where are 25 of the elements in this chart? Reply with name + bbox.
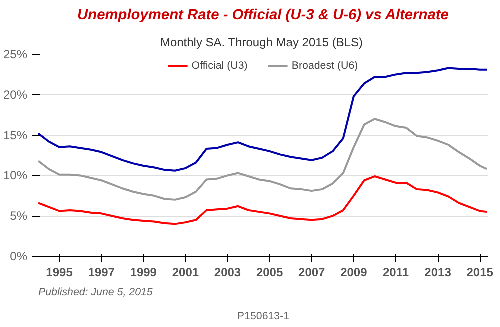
x-tick-label: 2005 (256, 266, 284, 280)
legend-label: Broadest (U6) (292, 60, 358, 72)
chart-subtitle: Monthly SA. Through May 2015 (BLS) (160, 36, 363, 50)
x-tick-label: 2003 (214, 266, 242, 280)
y-tick-label: 5% (10, 209, 28, 224)
x-tick-label: 2011 (382, 266, 410, 280)
text: P150613-1 (237, 310, 290, 322)
y-tick-label: 10% (3, 168, 28, 183)
chart-title: Unemployment Rate - Official (U-3 & U-6) vs Alternate (78, 8, 449, 24)
text: Published: June 5, 2015 (38, 286, 153, 298)
line-series (38, 118, 488, 201)
x-tick-label: 2007 (298, 266, 326, 280)
x-tick-label: 1995 (46, 266, 74, 280)
line-series (38, 176, 488, 226)
x-tick-label: 1999 (130, 266, 158, 280)
x-tick-label: 2013 (424, 266, 452, 280)
y-tick-label: 15% (3, 128, 28, 142)
legend-label: Official (U3) (192, 60, 248, 72)
y-tick-label: 25% (3, 48, 28, 62)
x-tick-label: 2015 (466, 266, 494, 280)
x-tick-label: 2009 (340, 266, 368, 280)
y-tick-label: 20% (3, 88, 28, 102)
x-tick-label: 1997 (88, 266, 116, 280)
y-tick-label: 0% (10, 250, 28, 264)
x-tick-label: 2001 (172, 266, 200, 280)
